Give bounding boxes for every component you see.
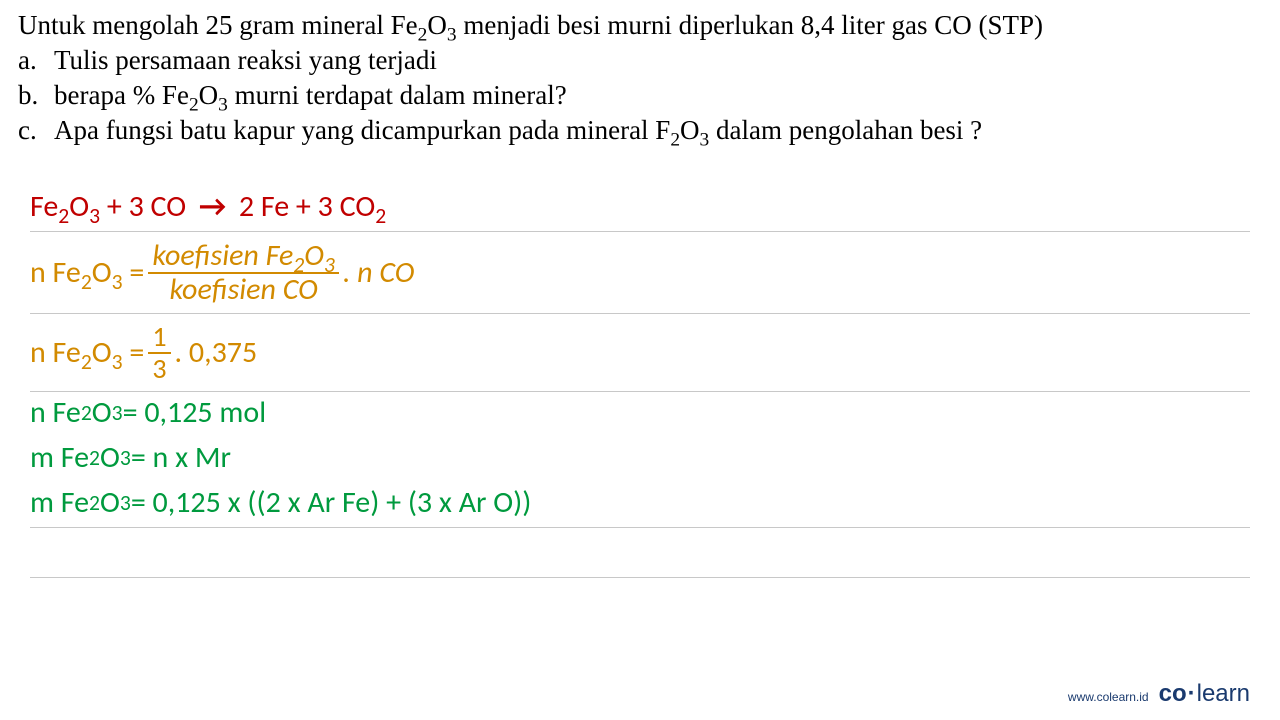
eq3-num: 1 xyxy=(148,322,170,353)
eq3-fraction: 1 3 xyxy=(148,322,170,383)
arrow-icon: → xyxy=(199,188,226,225)
work-line-2: n Fe2O3 = koefisien Fe2O3 koefisien CO .… xyxy=(30,232,1250,314)
eq3-n: n Fe xyxy=(30,334,81,371)
intro-text-3: menjadi besi murni diperlukan 8,4 liter … xyxy=(457,10,1043,40)
eq2-num: koefisien Fe2O3 xyxy=(148,240,338,274)
intro-sub-2: 3 xyxy=(447,24,457,45)
eq4-tail: = 0,125 mol xyxy=(123,394,266,431)
worked-solution: Fe2O3 + 3 CO → 2 Fe + 3 CO2 n Fe2O3 = ko… xyxy=(0,186,1280,578)
eq6-tail: = 0,125 x ((2 x Ar Fe) + (3 x Ar O)) xyxy=(131,484,532,521)
eq2-n: n Fe xyxy=(30,254,81,291)
c-s2: 3 xyxy=(700,130,710,151)
eq1-s2: 3 xyxy=(89,202,100,229)
eq3-eq: = xyxy=(123,334,145,371)
eq1-fe: Fe xyxy=(30,188,58,225)
work-line-blank xyxy=(30,528,1250,578)
item-a-text: Tulis persamaan reaksi yang terjadi xyxy=(54,43,437,78)
eq4-n: n Fe xyxy=(30,394,81,431)
eq1-s1: 2 xyxy=(58,202,69,229)
c-pre: Apa fungsi batu kapur yang dicampurkan p… xyxy=(54,115,670,145)
eq5-tail: = n x Mr xyxy=(131,439,231,476)
question-item-c: c. Apa fungsi batu kapur yang dicampurka… xyxy=(18,113,1262,148)
marker-a: a. xyxy=(18,43,54,78)
eq2-num-a: koefisien Fe xyxy=(152,237,293,274)
eq2-fraction: koefisien Fe2O3 koefisien CO xyxy=(148,240,338,305)
eq3-lead: n Fe2O3 = xyxy=(30,334,144,371)
eq2-lead: n Fe2O3 = xyxy=(30,254,144,291)
eq1-plus: + 3 CO xyxy=(100,188,193,225)
logo-learn: learn xyxy=(1197,680,1250,707)
eq2-s1: 2 xyxy=(81,268,92,295)
eq3-m: O xyxy=(92,334,112,371)
eq5-n: m Fe xyxy=(30,439,89,476)
eq1-lhs: Fe2O3 + 3 CO → 2 Fe + 3 CO2 xyxy=(30,188,386,225)
b-pre: berapa % Fe xyxy=(54,80,189,110)
eq4-m: O xyxy=(92,394,112,431)
work-line-6: m Fe2O3 = 0,125 x ((2 x Ar Fe) + (3 x Ar… xyxy=(30,482,1250,528)
logo-dot-icon: · xyxy=(1188,680,1196,707)
work-line-3: n Fe2O3 = 1 3 . 0,375 xyxy=(30,314,1250,392)
footer-logo: co·learn xyxy=(1159,680,1250,708)
c-post: dalam pengolahan besi ? xyxy=(709,115,982,145)
footer-url: www.colearn.id xyxy=(1068,690,1149,704)
c-s1: 2 xyxy=(670,130,680,151)
work-line-1: Fe2O3 + 3 CO → 2 Fe + 3 CO2 xyxy=(30,186,1250,232)
eq2-den: koefisien CO xyxy=(165,274,321,306)
eq1-rhs: 2 Fe + 3 CO xyxy=(232,188,375,225)
footer: www.colearn.id co·learn xyxy=(1068,680,1250,708)
question-intro: Untuk mengolah 25 gram mineral Fe2O3 men… xyxy=(18,8,1262,43)
eq2-num-m: O xyxy=(304,237,324,274)
work-line-5: m Fe2O3 = n x Mr xyxy=(30,437,1250,482)
work-line-4: n Fe2O3 = 0,125 mol xyxy=(30,392,1250,437)
eq6-n: m Fe xyxy=(30,484,89,521)
eq2-num-s2: 3 xyxy=(324,251,335,278)
eq5-m: O xyxy=(100,439,120,476)
item-c-text: Apa fungsi batu kapur yang dicampurkan p… xyxy=(54,113,982,148)
marker-b: b. xyxy=(18,78,54,113)
eq3-s2: 3 xyxy=(112,348,123,375)
item-b-text: berapa % Fe2O3 murni terdapat dalam mine… xyxy=(54,78,567,113)
eq1-rs: 2 xyxy=(375,202,386,229)
eq3-tail: . 0,375 xyxy=(175,334,258,371)
eq2-m: O xyxy=(92,254,112,291)
b-post: murni terdapat dalam mineral? xyxy=(228,80,567,110)
eq3-den: 3 xyxy=(148,354,170,383)
question-item-a: a. Tulis persamaan reaksi yang terjadi xyxy=(18,43,1262,78)
intro-text-1: Untuk mengolah 25 gram mineral Fe xyxy=(18,10,418,40)
eq3-s1: 2 xyxy=(81,348,92,375)
question-block: Untuk mengolah 25 gram mineral Fe2O3 men… xyxy=(0,0,1280,148)
eq6-m: O xyxy=(100,484,120,521)
eq2-tail: . n CO xyxy=(343,254,415,291)
eq1-o: O xyxy=(69,188,89,225)
c-mid: O xyxy=(680,115,700,145)
question-item-b: b. berapa % Fe2O3 murni terdapat dalam m… xyxy=(18,78,1262,113)
b-mid: O xyxy=(199,80,219,110)
logo-co: co xyxy=(1159,680,1187,707)
intro-text-2: O xyxy=(427,10,447,40)
eq2-s2: 3 xyxy=(112,268,123,295)
eq2-eq: = xyxy=(123,254,145,291)
marker-c: c. xyxy=(18,113,54,148)
